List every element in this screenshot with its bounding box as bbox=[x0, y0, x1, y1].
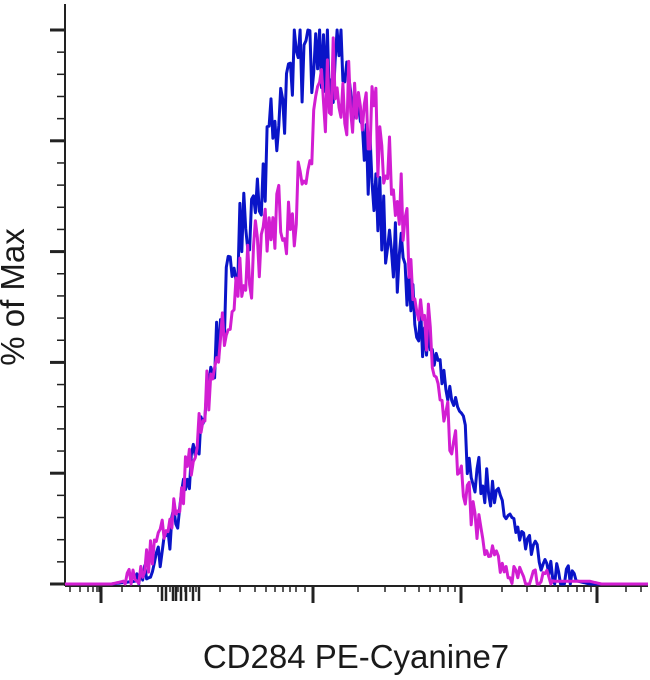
series-line-2 bbox=[65, 36, 648, 586]
x-axis-ticks bbox=[69, 586, 642, 603]
y-axis-ticks bbox=[50, 28, 65, 586]
y-axis-title: % of Max bbox=[0, 228, 31, 366]
series-layer bbox=[65, 28, 648, 586]
x-axis-title: CD284 PE-Cyanine7 bbox=[203, 638, 509, 675]
